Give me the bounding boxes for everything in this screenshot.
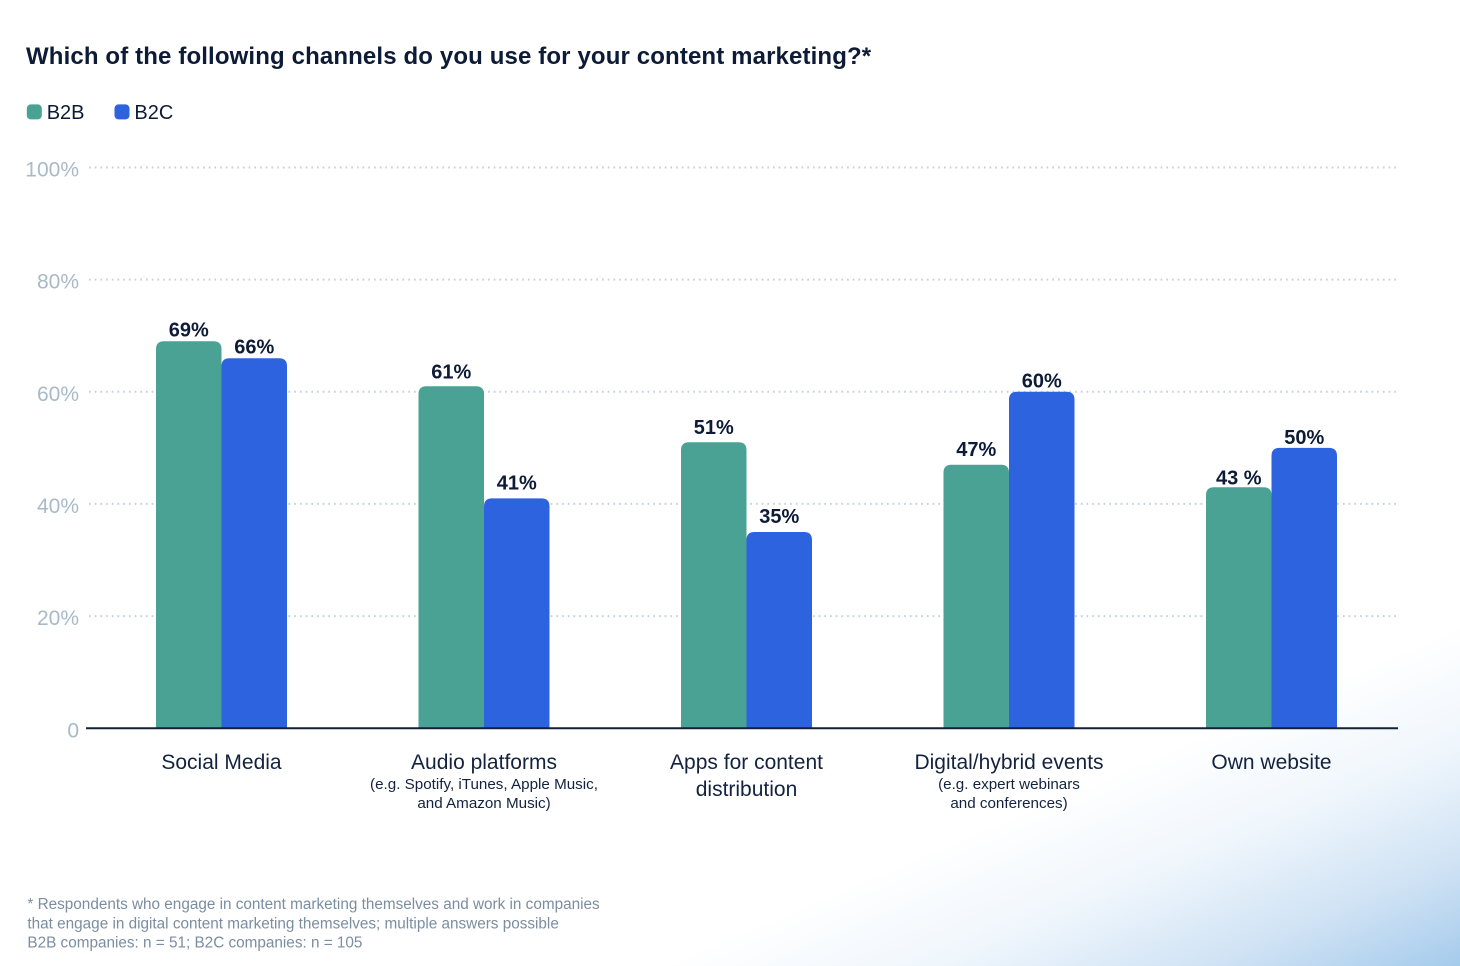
svg-text:80%: 80%: [37, 271, 79, 294]
svg-text:43 %: 43 %: [1216, 468, 1262, 490]
svg-text:Audio platforms: Audio platforms: [411, 751, 557, 774]
svg-text:50%: 50%: [1284, 427, 1324, 449]
svg-text:B2C: B2C: [134, 102, 173, 124]
svg-text:35%: 35%: [759, 506, 799, 528]
svg-text:and Amazon Music): and Amazon Music): [417, 795, 550, 812]
svg-text:Apps for content: Apps for content: [670, 751, 823, 774]
svg-text:20%: 20%: [37, 607, 79, 630]
svg-text:Social Media: Social Media: [161, 751, 282, 774]
svg-text:* Respondents who engage in co: * Respondents who engage in content mark…: [27, 896, 600, 913]
svg-text:B2B: B2B: [47, 102, 85, 124]
svg-text:and conferences): and conferences): [950, 795, 1067, 812]
svg-text:distribution: distribution: [696, 778, 798, 801]
svg-text:41%: 41%: [497, 472, 537, 494]
svg-text:47%: 47%: [956, 439, 996, 461]
svg-text:that engage in digital content: that engage in digital content marketing…: [27, 916, 558, 933]
svg-text:100%: 100%: [25, 159, 79, 182]
svg-text:60%: 60%: [1022, 370, 1062, 392]
svg-text:B2B companies: n = 51; B2C com: B2B companies: n = 51; B2C companies: n …: [27, 935, 362, 952]
svg-text:66%: 66%: [234, 336, 274, 358]
svg-text:Which of the following channel: Which of the following channels do you u…: [26, 43, 872, 70]
svg-text:60%: 60%: [37, 383, 79, 406]
svg-text:(e.g. Spotify, iTunes, Apple M: (e.g. Spotify, iTunes, Apple Music,: [370, 776, 598, 793]
svg-text:(e.g. expert webinars: (e.g. expert webinars: [938, 776, 1080, 793]
svg-text:Digital/hybrid events: Digital/hybrid events: [914, 751, 1103, 774]
svg-text:Own website: Own website: [1211, 751, 1331, 774]
svg-text:69%: 69%: [169, 319, 209, 341]
svg-text:51%: 51%: [694, 417, 734, 439]
svg-text:61%: 61%: [431, 362, 471, 384]
svg-text:0: 0: [67, 719, 79, 742]
svg-text:40%: 40%: [37, 495, 79, 518]
